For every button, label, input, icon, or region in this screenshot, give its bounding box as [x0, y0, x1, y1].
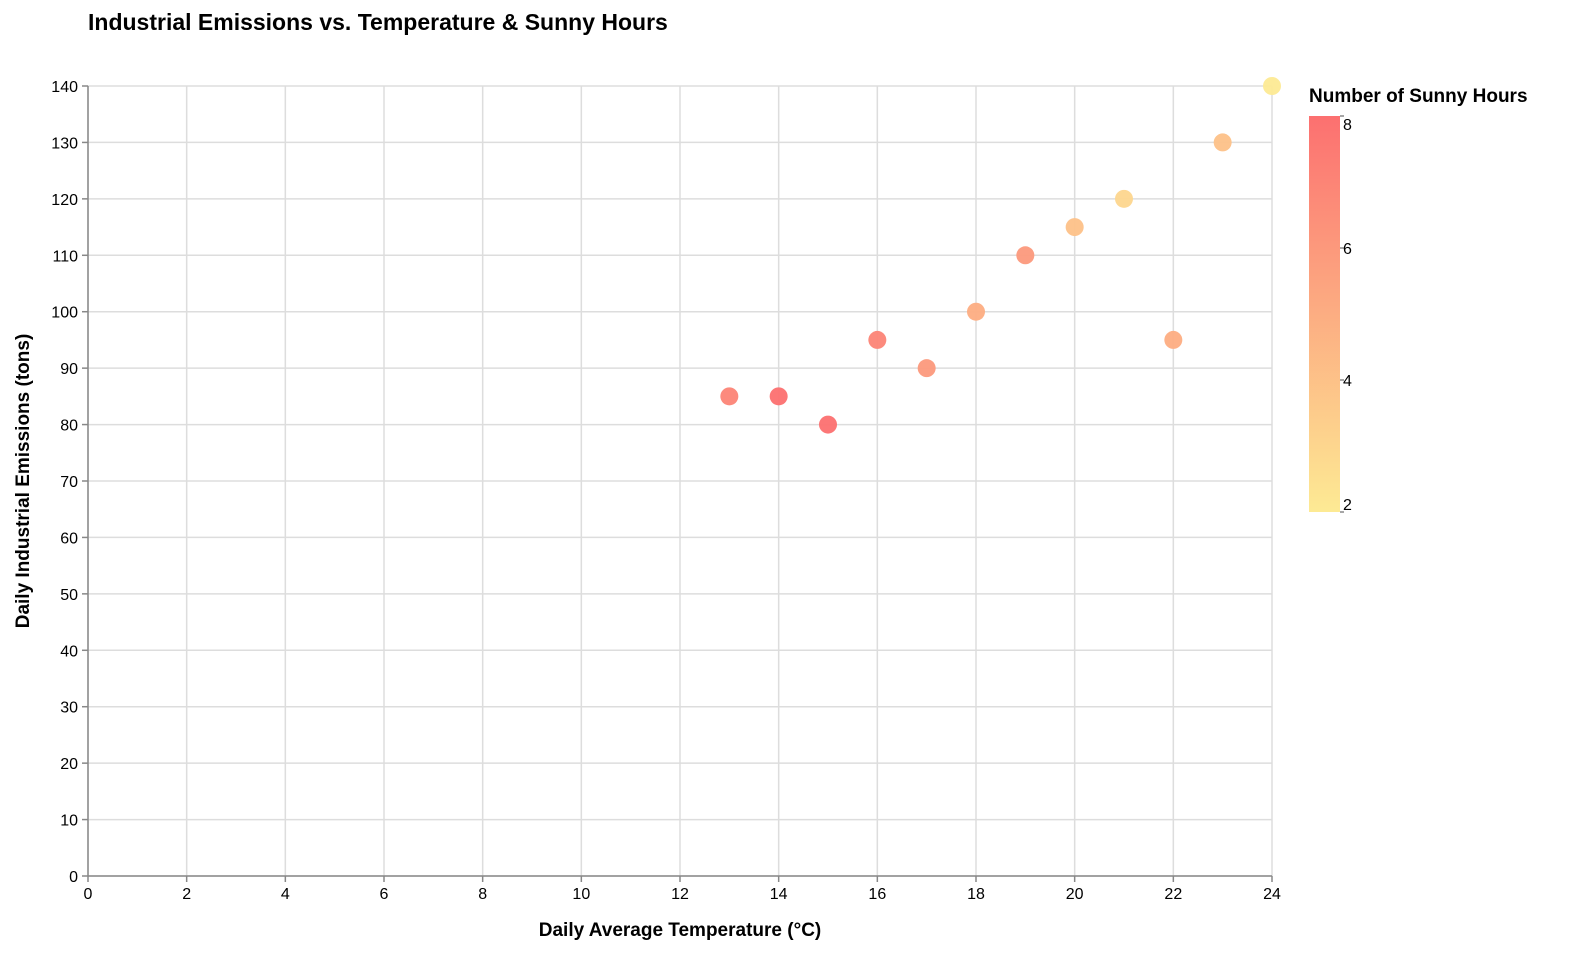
y-tick-label: 0 — [69, 869, 78, 886]
data-point — [720, 387, 739, 406]
data-point — [1164, 330, 1183, 349]
y-tick-label: 20 — [60, 756, 78, 773]
y-tick-label: 40 — [60, 643, 78, 660]
x-tick-label: 18 — [967, 886, 985, 903]
y-tick-label: 10 — [60, 813, 78, 830]
y-tick-label: 60 — [60, 530, 78, 547]
data-point — [1115, 189, 1133, 208]
y-tick-label: 110 — [52, 248, 78, 265]
data-point — [868, 330, 887, 349]
x-tick-label: 14 — [770, 886, 788, 903]
data-point — [1213, 133, 1232, 152]
x-tick-label: 0 — [84, 886, 93, 903]
data-point — [1065, 218, 1084, 237]
x-tick-label: 10 — [572, 886, 590, 903]
axes: 0 2 4 6 8 10 12 14 16 18 20 22 240102030405060708090… — [51, 79, 1281, 903]
y-tick-label: 50 — [60, 587, 78, 604]
x-axis-title: Daily Average Temperature (°C) — [539, 920, 822, 941]
x-tick-label: 12 — [671, 886, 689, 903]
legend-tick-label: 8 — [1343, 117, 1352, 134]
x-tick-label: 4 — [281, 886, 290, 903]
y-tick-label: 130 — [51, 135, 78, 152]
data-point — [1016, 246, 1035, 265]
data-point — [967, 302, 985, 321]
legend-title: Number of Sunny Hours — [1309, 86, 1528, 107]
data-point — [1263, 77, 1281, 95]
color-legend: Number of Sunny Hours 2 4 6 8 — [1309, 86, 1528, 514]
chart-title: Industrial Emissions vs. Temperature & S… — [88, 9, 668, 35]
x-tick-label: 8 — [478, 886, 487, 903]
y-tick-label: 140 — [51, 79, 78, 96]
x-tick-label: 20 — [1066, 886, 1084, 903]
x-tick-label: 2 — [182, 886, 191, 903]
x-tick-label: 6 — [380, 886, 389, 903]
data-point — [769, 387, 788, 406]
y-tick-label: 90 — [60, 361, 78, 378]
legend-gradient-bar — [1309, 116, 1340, 512]
data-points — [720, 77, 1281, 434]
y-tick-label: 30 — [60, 700, 78, 717]
gridlines — [87, 85, 1273, 877]
legend-tick-label: 4 — [1343, 373, 1352, 390]
x-tick-label: 22 — [1164, 886, 1182, 903]
legend-ticks: 2 4 6 8 — [1340, 115, 1352, 514]
data-point — [917, 359, 936, 378]
legend-tick-label: 2 — [1343, 497, 1352, 514]
y-tick-label: 80 — [60, 418, 78, 435]
data-point — [819, 415, 837, 434]
y-axis-title: Daily Industrial Emissions (tons) — [13, 334, 34, 629]
legend-tick-label: 6 — [1343, 241, 1352, 258]
y-tick-label: 70 — [60, 474, 78, 491]
y-tick-label: 120 — [51, 192, 78, 209]
x-tick-label: 16 — [868, 886, 886, 903]
y-tick-label: 100 — [51, 305, 78, 322]
x-tick-label: 24 — [1263, 886, 1281, 903]
